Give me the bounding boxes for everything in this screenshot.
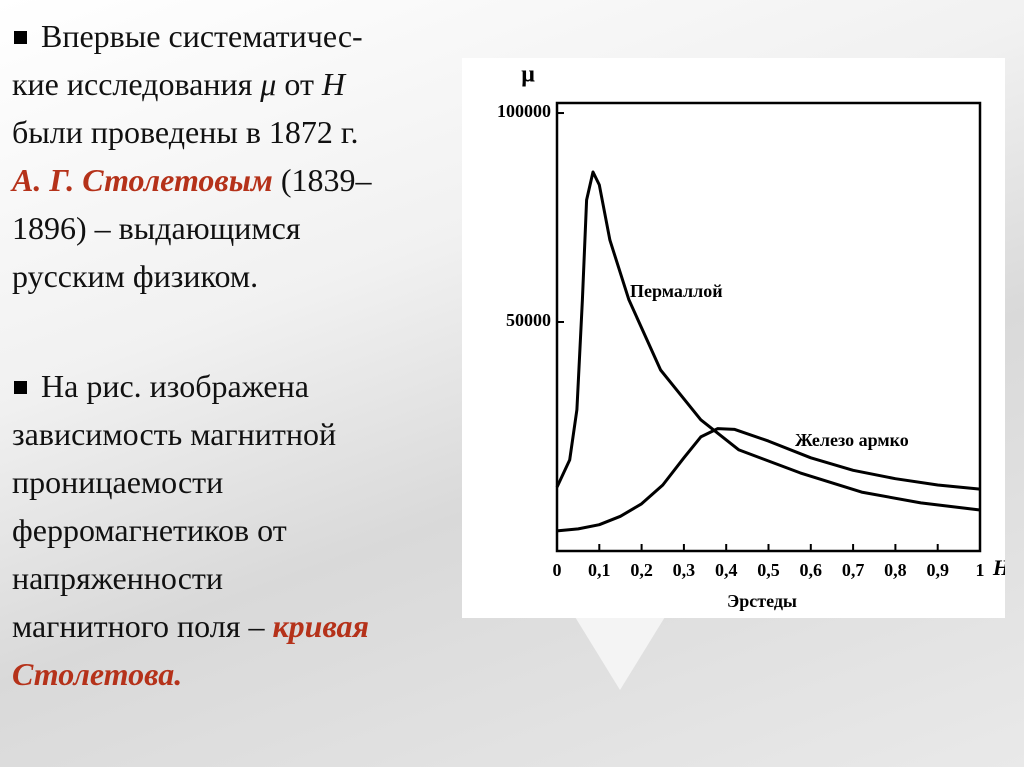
text: русским физиком. <box>12 258 259 294</box>
text: напряженности <box>12 560 223 596</box>
x-tick-label: 0,6 <box>800 560 823 580</box>
x-tick-label: 0,2 <box>630 560 653 580</box>
x-tick-label: 0,4 <box>715 560 738 580</box>
text: зависимость магнитной <box>12 416 337 452</box>
x-tick-label: 0 <box>553 560 562 580</box>
x-axis-unit: Эрстеды <box>727 591 797 611</box>
chart: μ H Эрстеды 0 0,1 0,2 0,3 0,4 0,5 0,6 0,7 0,8 0,9… <box>462 58 1005 618</box>
y-tick-label: 50000 <box>506 310 551 330</box>
x-axis-label: H <box>992 555 1005 580</box>
text: μ <box>260 66 277 102</box>
text: магнитного поля – <box>12 608 265 644</box>
x-tick-label: 1 <box>976 560 985 580</box>
text: кривая <box>272 608 370 644</box>
series-line <box>556 427 981 533</box>
y-tick-label: 100000 <box>497 101 551 121</box>
text: кие исследования <box>12 66 253 102</box>
text: проницаемости <box>12 464 224 500</box>
x-tick-label: 0,7 <box>842 560 865 580</box>
series-label: Железо армко <box>795 430 909 450</box>
text: На рис. изображена <box>41 368 309 404</box>
paragraph: На рис. изображена зависимость магнитной… <box>12 362 369 698</box>
chart-panel <box>462 58 1005 618</box>
text: Столетова. <box>12 656 183 692</box>
text: (1839– <box>280 162 372 198</box>
series-label: Пермаллой <box>630 281 723 301</box>
text: H <box>321 66 346 102</box>
bullet <box>14 380 27 394</box>
x-tick-label: 0,8 <box>884 560 907 580</box>
x-tick-label: 0,3 <box>673 560 696 580</box>
x-tick-label: 0,5 <box>757 560 780 580</box>
text: от <box>284 66 314 102</box>
y-axis-label: μ <box>521 62 535 88</box>
text: А. Г. Столетовым <box>12 162 273 198</box>
text: ферромагнетиков от <box>12 512 287 548</box>
series-line <box>555 170 981 512</box>
x-tick-label: 0,1 <box>588 560 611 580</box>
text: были проведены в 1872 г. <box>12 114 359 150</box>
text: 1896) – выдающимся <box>12 210 301 246</box>
paragraph: Впервые систематичес- кие исследования μ… <box>12 12 371 300</box>
x-tick-label: 0,9 <box>926 560 949 580</box>
bullet <box>14 30 27 44</box>
text: Впервые систематичес- <box>41 18 363 54</box>
